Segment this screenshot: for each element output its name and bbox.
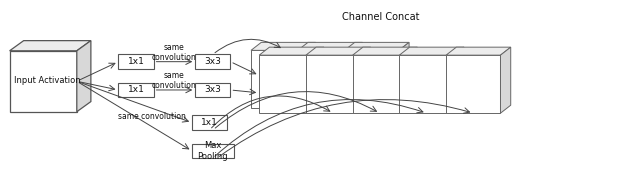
Polygon shape xyxy=(10,51,77,112)
Polygon shape xyxy=(195,54,230,69)
Polygon shape xyxy=(399,47,464,55)
Text: same
convolution: same convolution xyxy=(152,71,196,90)
Text: 3x3: 3x3 xyxy=(204,85,221,94)
Text: same
convolution: same convolution xyxy=(152,42,196,62)
Polygon shape xyxy=(192,144,234,158)
Polygon shape xyxy=(344,42,409,50)
Polygon shape xyxy=(77,41,91,112)
Polygon shape xyxy=(314,47,324,113)
Polygon shape xyxy=(251,50,305,108)
Polygon shape xyxy=(251,42,316,50)
Polygon shape xyxy=(399,42,409,108)
Polygon shape xyxy=(446,47,511,55)
Polygon shape xyxy=(353,55,407,113)
Text: 1x1: 1x1 xyxy=(127,85,145,94)
Polygon shape xyxy=(259,47,324,55)
Text: Max
Pooling: Max Pooling xyxy=(198,141,228,161)
Polygon shape xyxy=(306,47,371,55)
Polygon shape xyxy=(500,47,511,113)
Polygon shape xyxy=(344,50,399,108)
Polygon shape xyxy=(298,50,352,108)
Text: same convolution: same convolution xyxy=(118,112,186,121)
Text: Channel Concat: Channel Concat xyxy=(342,12,420,22)
Polygon shape xyxy=(446,55,500,113)
Polygon shape xyxy=(352,42,362,108)
Polygon shape xyxy=(192,115,227,130)
Text: 3x3: 3x3 xyxy=(204,57,221,66)
Polygon shape xyxy=(306,55,360,113)
Polygon shape xyxy=(353,47,417,55)
Polygon shape xyxy=(10,41,91,51)
Polygon shape xyxy=(454,47,464,113)
Polygon shape xyxy=(259,55,314,113)
Polygon shape xyxy=(118,54,154,69)
Text: 1x1: 1x1 xyxy=(127,57,145,66)
Polygon shape xyxy=(399,55,454,113)
Polygon shape xyxy=(407,47,417,113)
Text: 1x1: 1x1 xyxy=(201,118,218,127)
Polygon shape xyxy=(305,42,316,108)
Polygon shape xyxy=(195,83,230,97)
Text: Input Activation: Input Activation xyxy=(14,76,81,85)
Polygon shape xyxy=(298,42,362,50)
Polygon shape xyxy=(118,83,154,97)
Polygon shape xyxy=(360,47,371,113)
